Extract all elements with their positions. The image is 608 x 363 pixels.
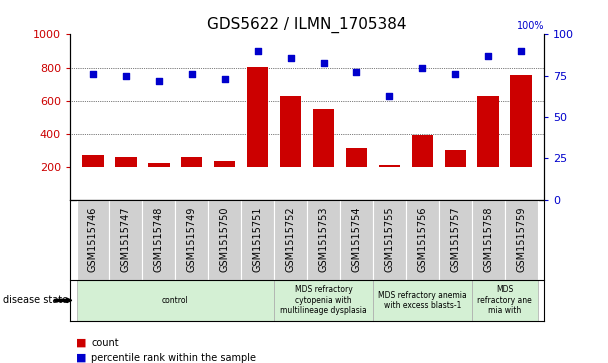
Point [88,71,98,77]
Point [121,73,131,79]
Title: GDS5622 / ILMN_1705384: GDS5622 / ILMN_1705384 [207,17,407,33]
Bar [412,135,433,167]
Text: GSM1515753: GSM1515753 [319,207,328,272]
Text: 100%: 100% [517,21,544,31]
Bar [379,165,400,167]
Text: MDS
refractory ane
mia with: MDS refractory ane mia with [477,285,532,315]
Bar [444,150,466,167]
Text: GSM1515756: GSM1515756 [417,207,427,272]
Text: GSM1515754: GSM1515754 [351,207,361,272]
Text: GSM1515759: GSM1515759 [516,207,526,272]
Point [451,71,460,77]
Text: disease state: disease state [3,295,68,305]
Text: GSM1515755: GSM1515755 [384,207,395,272]
Text: GSM1515746: GSM1515746 [88,207,98,272]
Text: MDS refractory
cytopenia with
multilineage dysplasia: MDS refractory cytopenia with multilinea… [280,285,367,315]
Text: ■: ■ [76,352,86,363]
Point [154,78,164,83]
Point [253,48,263,54]
Point [516,48,526,54]
Text: GSM1515757: GSM1515757 [451,207,460,272]
Bar [115,157,137,167]
Text: GSM1515750: GSM1515750 [219,207,230,272]
Text: GSM1515758: GSM1515758 [483,207,493,272]
Bar [477,96,499,167]
Text: control: control [162,296,188,305]
Text: MDS refractory anemia
with excess blasts-1: MDS refractory anemia with excess blasts… [378,291,467,310]
Text: count: count [91,338,119,348]
Bar [346,148,367,167]
Text: GSM1515752: GSM1515752 [286,207,295,272]
Bar [82,155,104,167]
Text: GSM1515749: GSM1515749 [187,207,197,272]
Text: ■: ■ [76,338,86,348]
Point [220,76,230,82]
Text: GSM1515748: GSM1515748 [154,207,164,272]
Bar [510,76,532,167]
Text: percentile rank within the sample: percentile rank within the sample [91,352,256,363]
Point [351,70,361,76]
Bar [313,109,334,167]
Point [418,65,427,70]
Point [319,60,328,65]
Point [187,71,196,77]
Bar [247,67,268,167]
Text: GSM1515747: GSM1515747 [121,207,131,272]
Bar [181,157,202,167]
Bar [214,161,235,167]
Bar [280,97,302,167]
Point [286,55,295,61]
Point [384,93,394,98]
Text: GSM1515751: GSM1515751 [253,207,263,272]
Point [483,53,493,59]
Bar [148,163,170,167]
